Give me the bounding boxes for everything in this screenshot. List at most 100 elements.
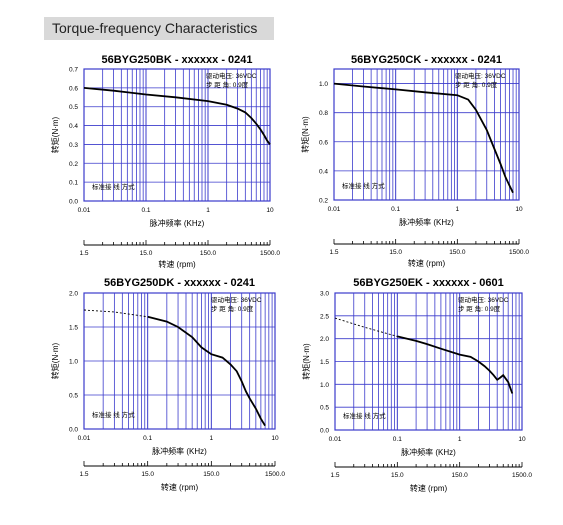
- y-tick-label: 2.0: [320, 336, 329, 343]
- x-tick-label: 10: [518, 436, 526, 443]
- series-line-1: [83, 309, 148, 318]
- x-tick-label: 0.1: [141, 207, 150, 214]
- annotation-voltage: 驱动电压: 36VDC: [455, 71, 506, 80]
- annotation-voltage: 驱动电压: 36VDC: [458, 295, 509, 304]
- y-tick-label: 1.5: [69, 325, 78, 332]
- chart-title: 56BYG250EK - xxxxxx - 0601: [353, 277, 503, 289]
- plot-frame: [334, 292, 523, 431]
- plot-frame: [83, 292, 276, 430]
- plot-frame: [333, 68, 520, 201]
- rpm-tick-label: 1500.0: [260, 250, 280, 257]
- chart-panel-1: 56BYG250BK - xxxxxx - 0241 0.0 0.1 0.2 0.3 0.…: [50, 54, 280, 269]
- rpm-axis-label: 转速 (rpm): [410, 483, 448, 493]
- y-axis-label: 转矩(N·m): [300, 116, 310, 153]
- annotation-wiring: 标准接 线 方式: [92, 182, 135, 191]
- y-tick-label: 1.0: [320, 382, 329, 389]
- series-line-2: [397, 335, 514, 394]
- x-tick-label: 10: [271, 435, 279, 442]
- x-tick-label: 1: [456, 206, 460, 213]
- x-axis-label: 脉冲频率 (KHz): [150, 218, 205, 228]
- y-tick-label: 1.5: [320, 359, 329, 366]
- y-tick-label: 0.7: [69, 67, 78, 74]
- x-tick-label: 10: [266, 207, 274, 214]
- x-axis-label: 脉冲频率 (KHz): [401, 447, 456, 457]
- plot-frame: [83, 68, 271, 202]
- rpm-tick-label: 1500.0: [512, 472, 532, 479]
- annotation-wiring: 标准接 线 方式: [342, 181, 385, 190]
- y-axis-label: 转矩(N·m): [50, 116, 60, 153]
- rpm-tick-label: 1.5: [330, 472, 339, 479]
- rpm-tick-label: 150.0: [200, 250, 217, 257]
- x-tick-label: 1: [210, 435, 214, 442]
- y-tick-label: 0.4: [319, 168, 328, 175]
- rpm-axis-label: 转速 (rpm): [408, 258, 446, 268]
- chart-title: 56BYG250CK - xxxxxx - 0241: [351, 54, 502, 66]
- rpm-tick-label: 1500.0: [265, 471, 285, 478]
- y-tick-label: 0.5: [69, 393, 78, 400]
- y-tick-label: 3.0: [320, 291, 329, 298]
- rpm-tick-label: 15.0: [140, 250, 153, 257]
- annotation-step-angle: 步 距 角: 0.9度: [458, 304, 501, 313]
- y-tick-label: 0.3: [69, 142, 78, 149]
- y-tick-label: 2.5: [320, 313, 329, 320]
- y-axis-label: 转矩(N·m): [301, 343, 311, 380]
- x-tick-label: 0.01: [329, 436, 342, 443]
- rpm-tick-label: 15.0: [141, 471, 154, 478]
- y-tick-label: 0.6: [319, 139, 328, 146]
- y-tick-label: 0.0: [69, 199, 78, 206]
- x-tick-label: 1: [458, 436, 462, 443]
- y-tick-label: 0.0: [320, 428, 329, 435]
- y-tick-label: 0.8: [319, 110, 328, 117]
- y-axis-label: 转矩(N·m): [50, 342, 60, 379]
- x-tick-label: 0.1: [143, 435, 152, 442]
- x-axis-label: 脉冲频率 (KHz): [152, 446, 207, 456]
- y-tick-label: 0.1: [69, 180, 78, 187]
- chart-title: 56BYG250DK - xxxxxx - 0241: [104, 277, 255, 289]
- annotation-step-angle: 步 距 角: 0.9度: [206, 80, 249, 89]
- rpm-tick-label: 150.0: [449, 249, 466, 256]
- chart-panel-3: 56BYG250DK - xxxxxx - 0241 0.0 0.5 1.0 1.5 2.…: [50, 277, 285, 492]
- series-line-1: [333, 82, 514, 194]
- x-tick-label: 0.01: [328, 206, 341, 213]
- y-tick-label: 0.5: [320, 405, 329, 412]
- annotation-wiring: 标准接 线 方式: [343, 411, 386, 420]
- x-tick-label: 0.1: [393, 436, 402, 443]
- y-tick-label: 0.6: [69, 85, 78, 92]
- y-tick-label: 0.4: [69, 123, 78, 130]
- page-title-bar: Torque-frequency Characteristics: [44, 17, 274, 40]
- x-tick-label: 0.1: [391, 206, 400, 213]
- annotation-step-angle: 步 距 角: 0.9度: [211, 304, 254, 313]
- chart-panel-4: 56BYG250EK - xxxxxx - 0601 0.0 0.5 1.0 1.5 2.…: [301, 277, 532, 493]
- series-line-1: [334, 317, 398, 337]
- y-tick-label: 0.2: [319, 198, 328, 205]
- series-line-2: [147, 315, 266, 427]
- chart-title: 56BYG250BK - xxxxxx - 0241: [101, 54, 252, 66]
- y-tick-label: 0.2: [69, 161, 78, 168]
- y-tick-label: 0.5: [69, 104, 78, 111]
- x-tick-label: 0.01: [78, 207, 91, 214]
- rpm-tick-label: 150.0: [452, 472, 469, 479]
- rpm-tick-label: 1500.0: [509, 249, 529, 256]
- chart-panel-2: 56BYG250CK - xxxxxx - 0241 0.2 0.4 0.6 0.8 1.…: [300, 54, 529, 268]
- rpm-tick-label: 150.0: [203, 471, 220, 478]
- x-tick-label: 0.01: [78, 435, 91, 442]
- annotation-voltage: 驱动电压: 36VDC: [206, 71, 257, 80]
- rpm-axis-label: 转速 (rpm): [161, 482, 199, 492]
- y-tick-label: 2.0: [69, 291, 78, 298]
- rpm-tick-label: 1.5: [329, 249, 338, 256]
- annotation-step-angle: 步 距 角: 0.9度: [455, 80, 498, 89]
- series-line-1: [83, 87, 271, 145]
- rpm-axis-label: 转速 (rpm): [158, 259, 196, 269]
- annotation-voltage: 驱动电压: 36VDC: [211, 295, 262, 304]
- x-tick-label: 1: [206, 207, 210, 214]
- x-tick-label: 10: [515, 206, 523, 213]
- page-title: Torque-frequency Characteristics: [52, 20, 258, 36]
- rpm-tick-label: 1.5: [79, 250, 88, 257]
- y-tick-label: 1.0: [319, 81, 328, 88]
- y-tick-label: 1.0: [69, 359, 78, 366]
- annotation-wiring: 标准接 线 方式: [92, 410, 135, 419]
- rpm-tick-label: 1.5: [79, 471, 88, 478]
- rpm-tick-label: 15.0: [389, 249, 402, 256]
- y-tick-label: 0.0: [69, 427, 78, 434]
